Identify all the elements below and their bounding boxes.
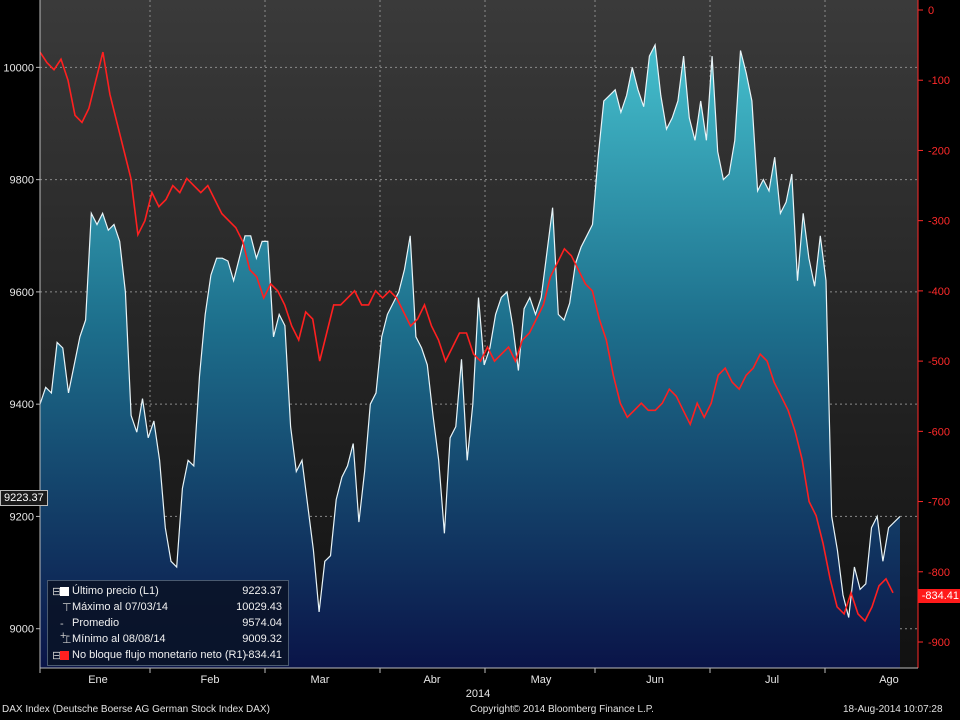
last-price-badge: 9223.37 bbox=[0, 490, 48, 506]
legend-row-min: ⊥ Mínimo al 08/08/14 9009.32 bbox=[48, 632, 288, 648]
expand-icon[interactable]: ⊟ bbox=[52, 586, 62, 598]
y-right-tick-label: -800 bbox=[928, 567, 950, 579]
average-marker-icon: -+- bbox=[60, 618, 71, 642]
legend-value: -834.41 bbox=[244, 649, 282, 661]
x-tick-label: Ene bbox=[88, 674, 108, 686]
legend-label: Máximo al 07/03/14 bbox=[72, 601, 168, 613]
legend-label: Promedio bbox=[72, 617, 120, 629]
y-right-tick-label: -700 bbox=[928, 497, 950, 509]
x-tick-label: May bbox=[531, 674, 552, 686]
legend-row-flow: ⊟ No bloque flujo monetario neto (R1) -8… bbox=[48, 648, 288, 664]
y-left-tick-label: 9000 bbox=[10, 624, 34, 636]
legend-label: Último precio (L1) bbox=[72, 585, 159, 597]
legend-value: 9223.37 bbox=[242, 585, 282, 597]
footer-security-name: DAX Index (Deutsche Boerse AG German Sto… bbox=[2, 704, 270, 715]
min-marker-icon: ⊥ bbox=[62, 634, 72, 646]
y-left-tick-label: 9200 bbox=[10, 511, 34, 523]
legend-swatch-red bbox=[60, 651, 69, 660]
x-tick-label: Mar bbox=[311, 674, 330, 686]
y-right-tick-label: 0 bbox=[928, 5, 934, 17]
flow-line-path bbox=[39, 51, 894, 623]
price-area-fill bbox=[40, 44, 900, 668]
y-right-tick-label: -400 bbox=[928, 286, 950, 298]
y-right-tick-label: -200 bbox=[928, 145, 950, 157]
y-left-tick-label: 10000 bbox=[3, 62, 34, 74]
x-tick-label: Abr bbox=[423, 674, 440, 686]
y-axis-right: 0 -100 -200 -300 -400 -500 -600 -700 -800 -900 bbox=[918, 5, 950, 649]
legend-label: Mínimo al 08/08/14 bbox=[72, 633, 166, 645]
legend: ⊟ Último precio (L1) 9223.37 ⊤ Máximo al… bbox=[47, 580, 289, 666]
y-left-tick-label: 9800 bbox=[10, 175, 34, 187]
legend-label: No bloque flujo monetario neto (R1) bbox=[72, 649, 247, 661]
x-axis: Ene Feb Mar Abr May Jun Jul Ago bbox=[39, 668, 899, 686]
legend-value: 10029.43 bbox=[236, 601, 282, 613]
y-right-tick-label: -500 bbox=[928, 356, 950, 368]
max-marker-icon: ⊤ bbox=[62, 602, 72, 614]
price-line bbox=[39, 42, 901, 618]
legend-row-max: ⊤ Máximo al 07/03/14 10029.43 bbox=[48, 600, 288, 616]
y-right-tick-label: -600 bbox=[928, 426, 950, 438]
legend-row-average: -+- Promedio 9574.04 bbox=[48, 616, 288, 642]
y-right-tick-label: -900 bbox=[928, 637, 950, 649]
y-axis-left: 9000 9200 9400 9600 9800 10000 bbox=[3, 62, 40, 636]
flow-line bbox=[39, 51, 894, 623]
x-tick-label: Jul bbox=[765, 674, 779, 686]
footer-timestamp: 18-Aug-2014 10:07:28 bbox=[843, 704, 943, 715]
price-area bbox=[39, 42, 901, 668]
x-tick-label: Feb bbox=[201, 674, 220, 686]
y-right-tick-label: -300 bbox=[928, 216, 950, 228]
legend-row-last-price: ⊟ Último precio (L1) 9223.37 bbox=[48, 584, 288, 600]
expand-icon[interactable]: ⊟ bbox=[52, 650, 62, 662]
legend-value: 9574.04 bbox=[242, 617, 282, 629]
footer-copyright: Copyright© 2014 Bloomberg Finance L.P. bbox=[470, 704, 654, 715]
legend-value: 9009.32 bbox=[242, 633, 282, 645]
x-tick-label: Ago bbox=[879, 674, 899, 686]
x-tick-label: Jun bbox=[646, 674, 664, 686]
y-right-tick-label: -100 bbox=[928, 75, 950, 87]
y-left-tick-label: 9600 bbox=[10, 287, 34, 299]
legend-swatch-white bbox=[60, 587, 69, 596]
y-left-tick-label: 9400 bbox=[10, 399, 34, 411]
last-flow-badge: -834.41 bbox=[918, 589, 960, 603]
x-year-label: 2014 bbox=[466, 688, 490, 700]
